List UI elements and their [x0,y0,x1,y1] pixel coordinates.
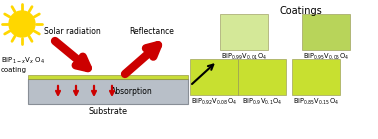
Text: BiP$_{1-x}$V$_x$ O$_4$
coating: BiP$_{1-x}$V$_x$ O$_4$ coating [1,55,45,73]
Text: BiP$_{0.9}$V$_{0.1}$O$_4$: BiP$_{0.9}$V$_{0.1}$O$_4$ [242,97,282,107]
Text: BiP$_{0.92}$V$_{0.08}$O$_4$: BiP$_{0.92}$V$_{0.08}$O$_4$ [191,97,237,107]
Text: Solar radiation: Solar radiation [43,27,101,36]
Text: BiP$_{0.99}$V$_{0.01}$O$_4$: BiP$_{0.99}$V$_{0.01}$O$_4$ [221,52,267,62]
Text: Reflectance: Reflectance [130,27,174,36]
Bar [220,14,268,50]
Text: Coatings: Coatings [280,6,322,16]
Bar [28,79,188,104]
Text: BiP$_{0.95}$V$_{0.05}$O$_4$: BiP$_{0.95}$V$_{0.05}$O$_4$ [303,52,349,62]
Text: Substrate: Substrate [88,107,127,116]
Bar [238,59,286,95]
Bar [28,75,188,79]
Circle shape [9,11,35,37]
Bar [292,59,340,95]
Text: Absorption: Absorption [111,87,153,96]
Bar [190,59,238,95]
Bar [302,14,350,50]
Text: BiP$_{0.85}$V$_{0.15}$O$_4$: BiP$_{0.85}$V$_{0.15}$O$_4$ [293,97,339,107]
